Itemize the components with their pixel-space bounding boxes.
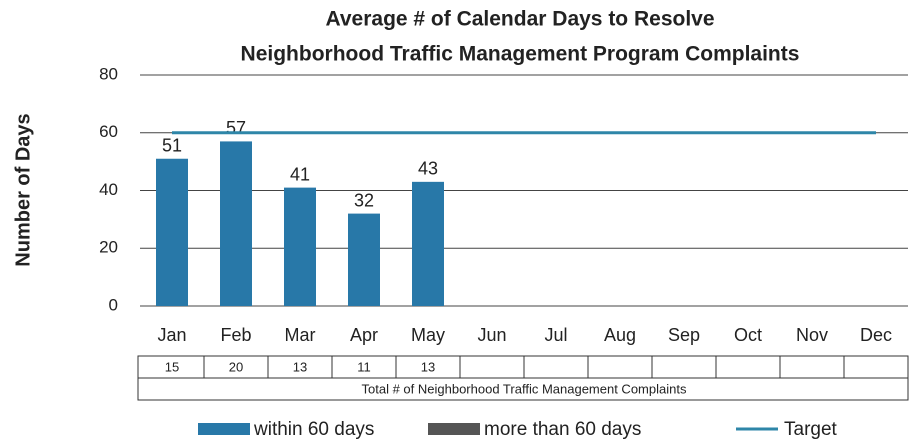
legend-label: Target bbox=[784, 419, 838, 440]
chart-subtitle: Neighborhood Traffic Management Program … bbox=[241, 43, 800, 66]
x-tick-label: Mar bbox=[285, 325, 316, 345]
bar bbox=[348, 213, 380, 306]
table-cell: 15 bbox=[165, 359, 179, 374]
x-tick-label: Jul bbox=[544, 325, 567, 345]
bar bbox=[412, 181, 444, 306]
table-cell: 20 bbox=[229, 359, 243, 374]
bar bbox=[156, 158, 188, 306]
y-axis-title: Number of Days bbox=[12, 113, 34, 266]
y-tick-label: 80 bbox=[99, 64, 118, 83]
data-label: 43 bbox=[418, 159, 438, 179]
legend-swatch bbox=[198, 423, 250, 435]
x-tick-label: Dec bbox=[860, 325, 892, 345]
x-tick-label: May bbox=[411, 325, 445, 345]
legend-label: more than 60 days bbox=[484, 419, 641, 440]
x-tick-label: Nov bbox=[796, 325, 828, 345]
table-cell: 13 bbox=[293, 359, 307, 374]
bar bbox=[284, 187, 316, 306]
y-tick-label: 40 bbox=[99, 180, 118, 199]
x-tick-label: Feb bbox=[220, 325, 251, 345]
y-tick-label: 60 bbox=[99, 122, 118, 141]
x-tick-label: Jun bbox=[477, 325, 506, 345]
legend-label: within 60 days bbox=[253, 419, 374, 440]
data-label: 51 bbox=[162, 135, 182, 155]
bar bbox=[220, 141, 252, 306]
x-tick-label: Apr bbox=[350, 325, 378, 345]
x-tick-label: Oct bbox=[734, 325, 762, 345]
y-tick-label: 0 bbox=[109, 295, 118, 314]
legend-swatch bbox=[428, 423, 480, 435]
y-tick-label: 20 bbox=[99, 238, 118, 257]
data-label: 57 bbox=[226, 118, 246, 138]
x-tick-label: Sep bbox=[668, 325, 700, 345]
table-label: Total # of Neighborhood Traffic Manageme… bbox=[362, 381, 687, 396]
data-label: 32 bbox=[354, 190, 374, 210]
table-cell: 13 bbox=[421, 359, 435, 374]
x-tick-label: Aug bbox=[604, 325, 636, 345]
table-cell: 11 bbox=[357, 359, 371, 374]
data-label: 41 bbox=[290, 164, 310, 184]
x-tick-label: Jan bbox=[157, 325, 186, 345]
chart-title: Average # of Calendar Days to Resolve bbox=[325, 8, 714, 31]
